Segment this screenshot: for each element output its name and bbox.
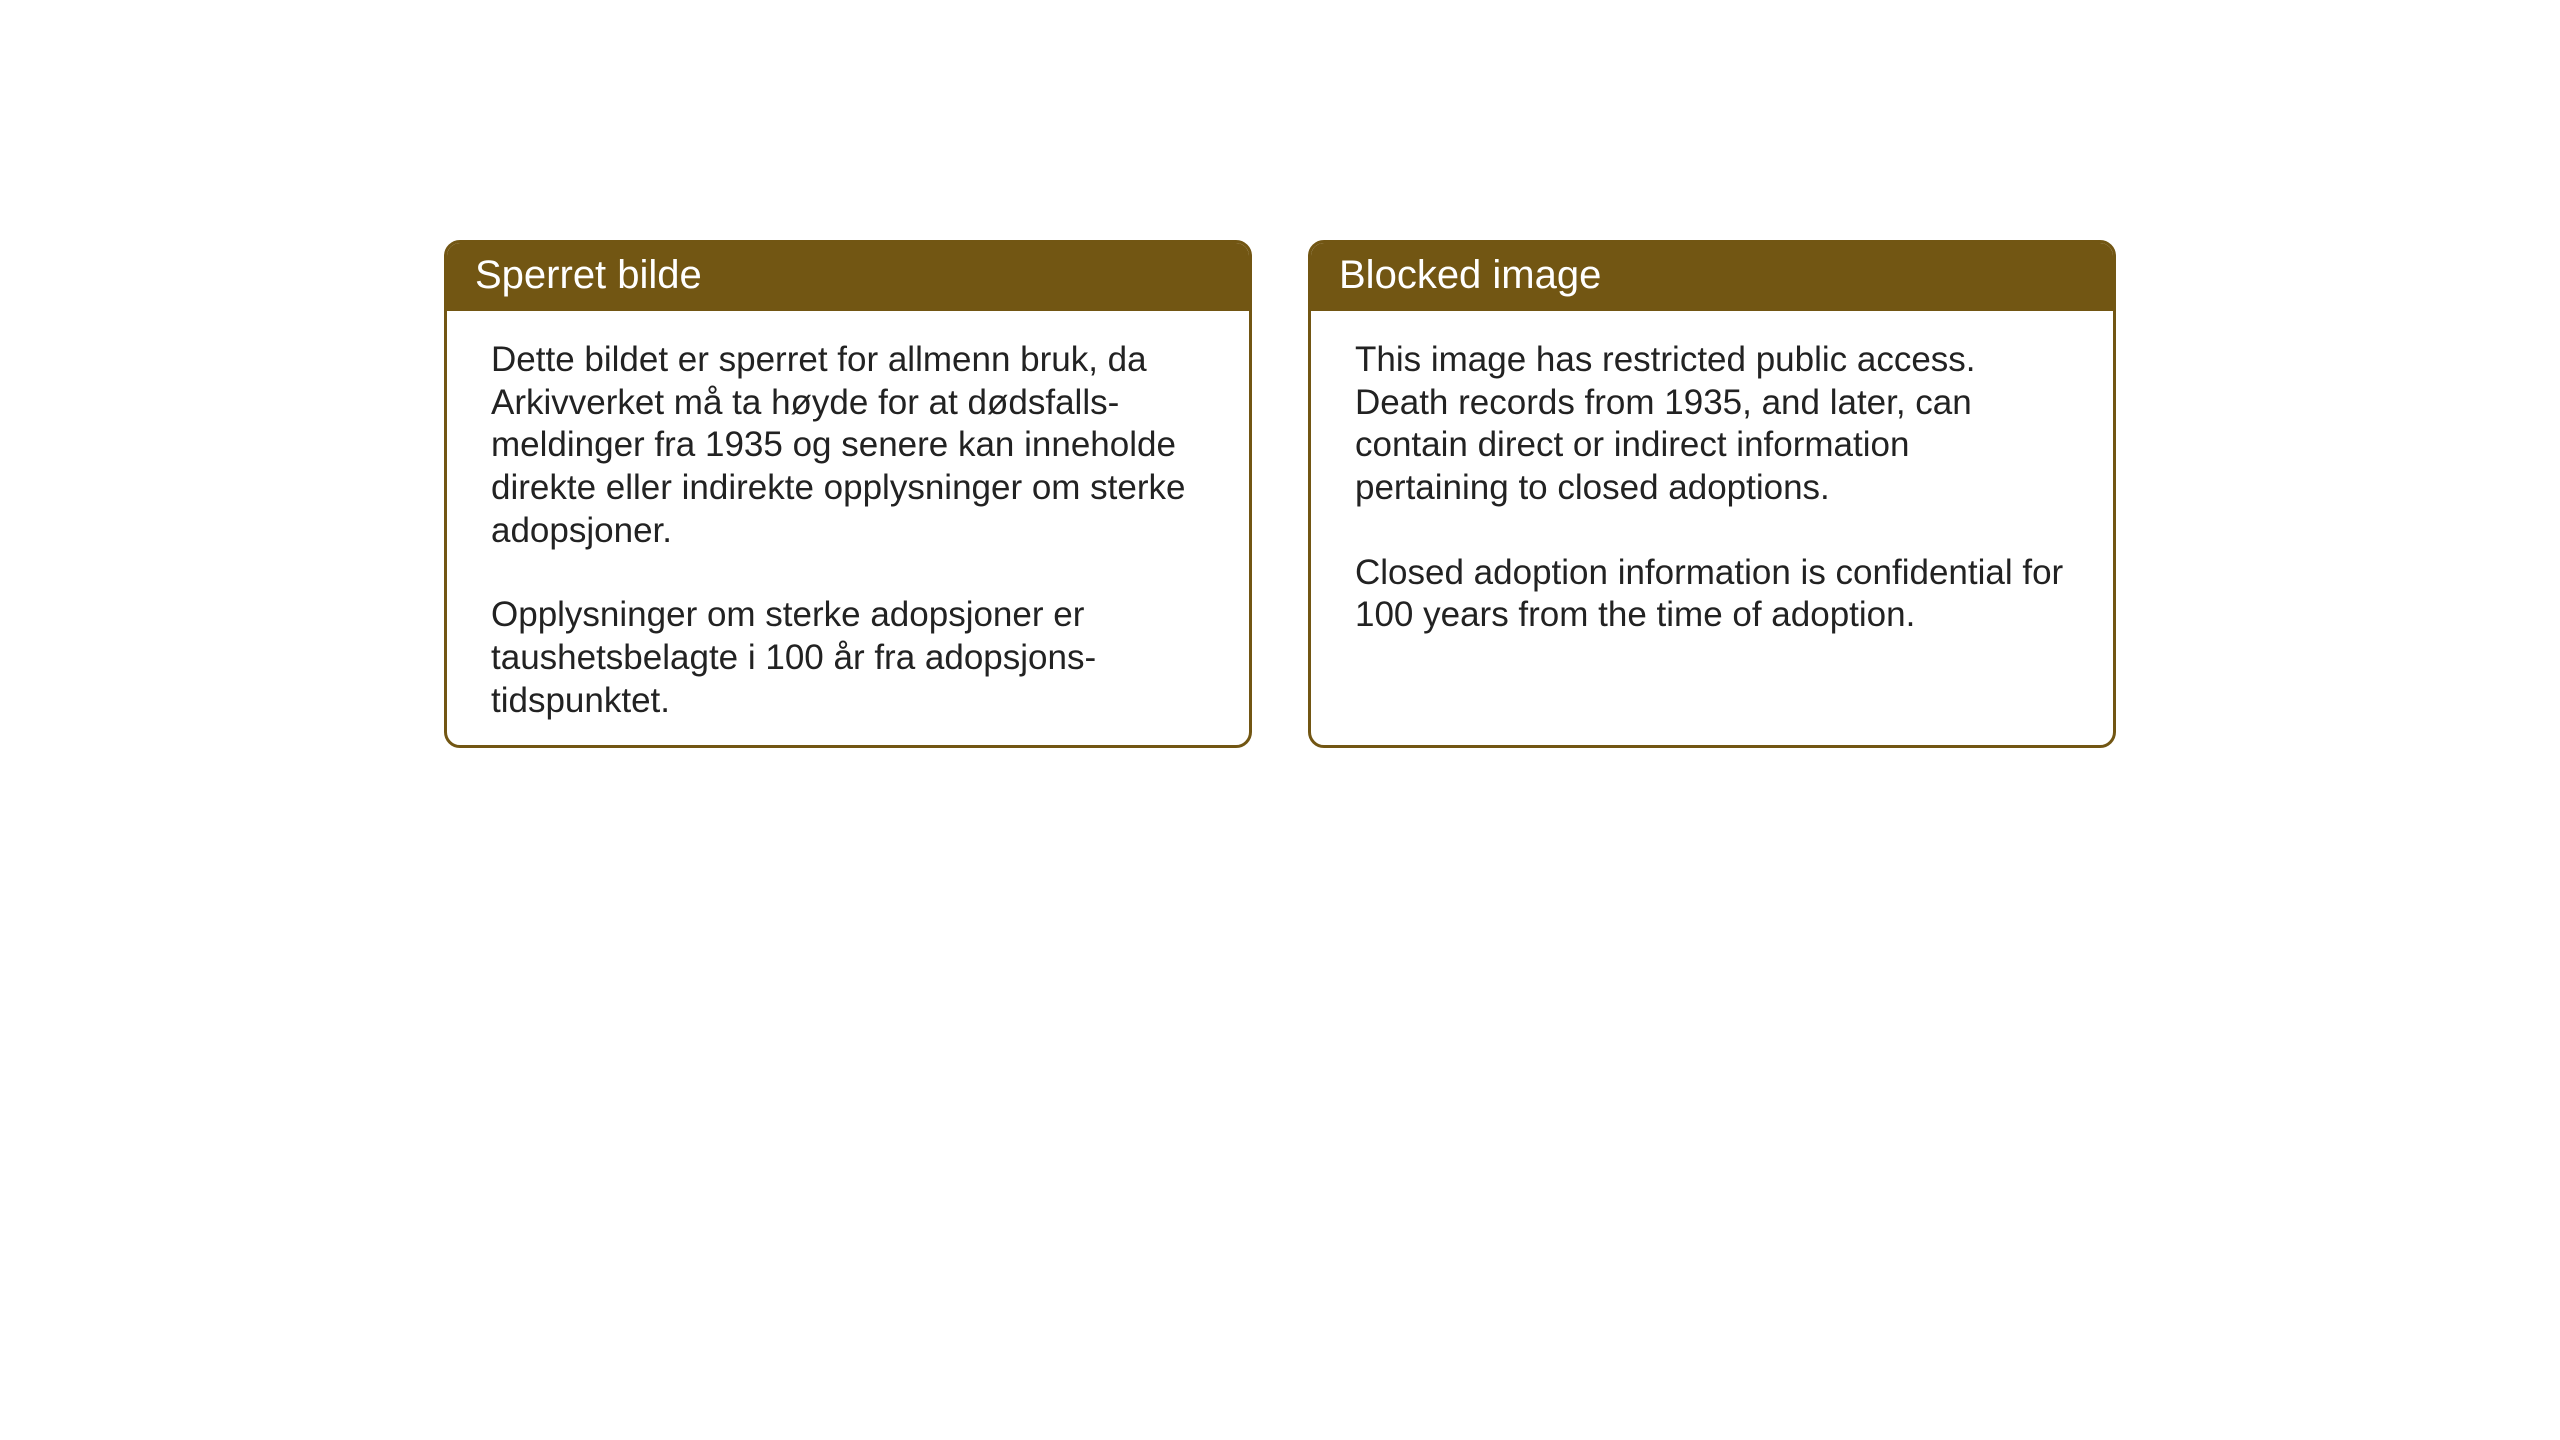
notice-cards-container: Sperret bilde Dette bildet er sperret fo… (444, 240, 2116, 748)
english-paragraph-1: This image has restricted public access.… (1355, 339, 2069, 510)
english-paragraph-2: Closed adoption information is confident… (1355, 552, 2069, 637)
norwegian-card-body: Dette bildet er sperret for allmenn bruk… (447, 311, 1249, 748)
english-card-body: This image has restricted public access.… (1311, 311, 2113, 665)
english-card-title: Blocked image (1311, 243, 2113, 311)
norwegian-paragraph-1: Dette bildet er sperret for allmenn bruk… (491, 339, 1205, 552)
norwegian-notice-card: Sperret bilde Dette bildet er sperret fo… (444, 240, 1252, 748)
norwegian-card-title: Sperret bilde (447, 243, 1249, 311)
norwegian-paragraph-2: Opplysninger om sterke adopsjoner er tau… (491, 594, 1205, 722)
english-notice-card: Blocked image This image has restricted … (1308, 240, 2116, 748)
